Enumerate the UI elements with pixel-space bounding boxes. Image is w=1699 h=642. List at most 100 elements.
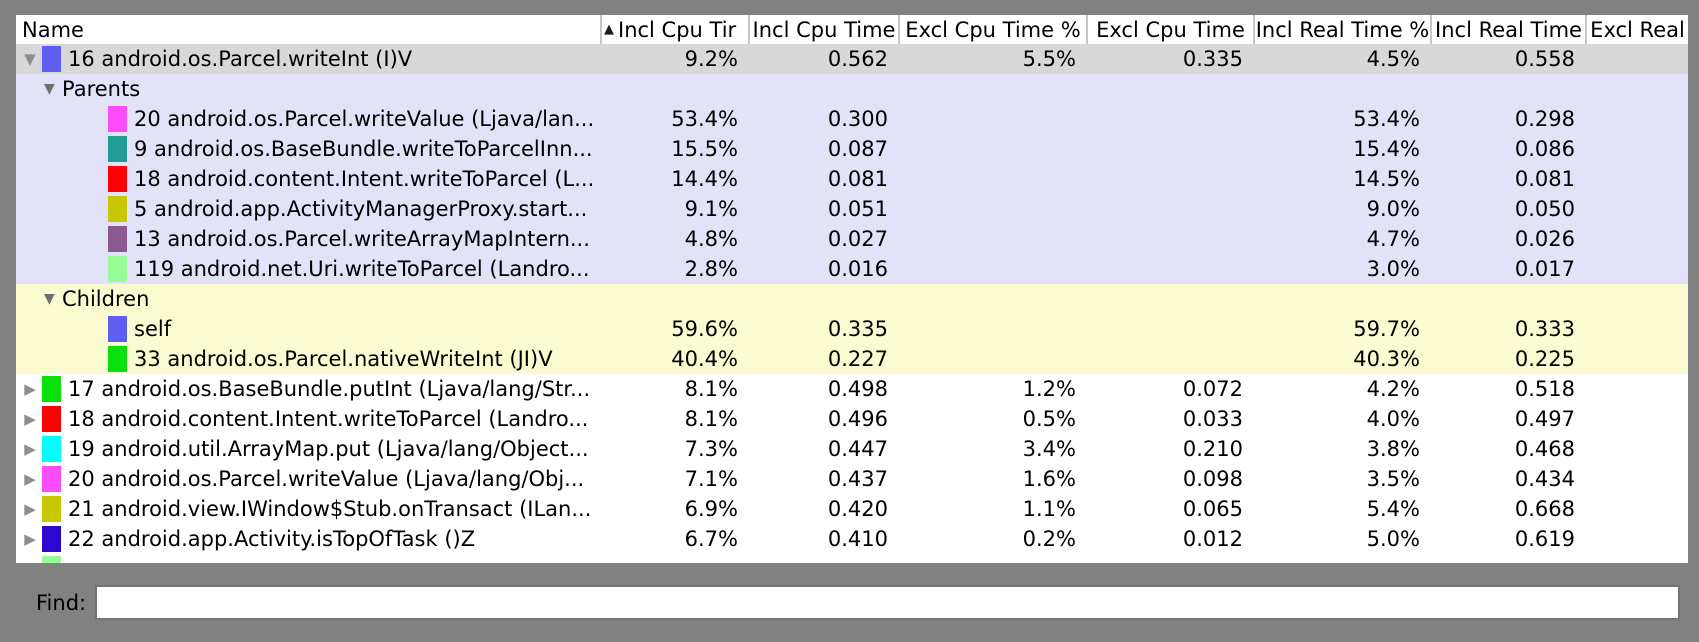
- cell-excl_real_time: [1585, 494, 1688, 524]
- table-row[interactable]: 9 android.os.BaseBundle.writeToParcelInn…: [16, 134, 1688, 164]
- row-name-cell: ▶ 22 android.app.Activity.isTopOfTask ()Z: [16, 524, 600, 554]
- method-color-chip: [42, 466, 61, 492]
- cell-excl_cpu_time_pct: [898, 284, 1086, 314]
- table-row[interactable]: 33 android.os.Parcel.nativeWriteInt (JI)…: [16, 344, 1688, 374]
- table-row[interactable]: ▼ Children: [16, 284, 1688, 314]
- column-header-excl-cpu-time[interactable]: Excl Cpu Time: [1086, 15, 1253, 44]
- expand-triangle-icon[interactable]: ▶: [24, 380, 36, 398]
- column-header-incl-cpu-time[interactable]: Incl Cpu Time: [748, 15, 898, 44]
- cell-incl_cpu_time_pct: 6.9%: [684, 497, 738, 521]
- cell-incl_real_time: 0.558: [1514, 47, 1575, 71]
- row-name-cell: 5 android.app.ActivityManagerProxy.start…: [16, 194, 600, 224]
- table-header: Name ▲ Incl Cpu Tir Incl Cpu Time Excl C…: [16, 15, 1688, 44]
- row-name-cell: ▶ 20 android.os.Parcel.writeValue (Ljava/…: [16, 464, 600, 494]
- cell-incl_real_time_pct: 40.3%: [1353, 347, 1420, 371]
- sort-ascending-icon: ▲: [604, 22, 614, 37]
- collapse-triangle-icon[interactable]: ▼: [44, 291, 55, 307]
- cell-incl_cpu_time_pct: 2.8%: [684, 257, 738, 281]
- cell-incl_real_time: 0.081: [1514, 167, 1575, 191]
- cell-excl_real_time: [1585, 314, 1688, 344]
- method-color-chip: [108, 166, 127, 192]
- method-name: 20 android.os.Parcel.writeValue (Ljava/l…: [68, 467, 585, 491]
- cell-excl_cpu_time_pct: 0.2%: [1022, 527, 1076, 551]
- column-header-incl-real-time[interactable]: Incl Real Time: [1430, 15, 1585, 44]
- row-name-cell: 9 android.os.BaseBundle.writeToParcelInn…: [16, 134, 600, 164]
- cell-excl_cpu_time: 0.033: [1182, 407, 1243, 431]
- cell-excl_real_time: [1585, 134, 1688, 164]
- cell-incl_cpu_time_pct: 7.1%: [684, 467, 738, 491]
- cell-incl_real_time_pct: 4.7%: [1366, 227, 1420, 251]
- cell-excl_cpu_time_pct: 5.5%: [1022, 47, 1076, 71]
- cell-incl_cpu_time: [748, 74, 898, 104]
- cell-incl_cpu_time_pct: 40.4%: [671, 347, 738, 371]
- cell-incl_cpu_time: 0.335: [827, 317, 888, 341]
- cell-excl_cpu_time: 0.072: [1182, 377, 1243, 401]
- cell-incl_cpu_time: 0.051: [827, 197, 888, 221]
- table-row[interactable]: [16, 554, 1688, 563]
- table-row[interactable]: 119 android.net.Uri.writeToParcel (Landr…: [16, 254, 1688, 284]
- expand-triangle-icon[interactable]: ▶: [24, 530, 36, 548]
- cell-excl_real_time: [1585, 74, 1688, 104]
- expand-triangle-icon[interactable]: ▶: [24, 470, 36, 488]
- row-name-cell: ▼ Children: [16, 284, 600, 314]
- table-row[interactable]: self 59.6% 0.335 59.7% 0.333: [16, 314, 1688, 344]
- cell-incl_real_time: [1430, 74, 1585, 104]
- cell-incl_real_time_pct: 3.8%: [1366, 437, 1420, 461]
- collapse-triangle-icon[interactable]: ▼: [44, 81, 55, 97]
- cell-incl_cpu_time_pct: [600, 554, 748, 563]
- table-row[interactable]: ▶ 17 android.os.BaseBundle.putInt (Ljava/…: [16, 374, 1688, 404]
- row-name-cell: ▼ 16 android.os.Parcel.writeInt (I)V: [16, 44, 600, 74]
- cell-incl_real_time: 0.050: [1514, 197, 1575, 221]
- table-row[interactable]: 5 android.app.ActivityManagerProxy.start…: [16, 194, 1688, 224]
- column-header-excl-cpu-time-pct[interactable]: Excl Cpu Time %: [898, 15, 1086, 44]
- cell-excl_cpu_time_pct: [898, 344, 1086, 374]
- cell-excl_cpu_time: [1086, 344, 1253, 374]
- column-header-name[interactable]: Name: [22, 17, 84, 42]
- table-row[interactable]: ▶ 18 android.content.Intent.writeToParcel…: [16, 404, 1688, 434]
- table-row[interactable]: 13 android.os.Parcel.writeArrayMapIntern…: [16, 224, 1688, 254]
- cell-incl_cpu_time_pct: 6.7%: [684, 527, 738, 551]
- row-name-cell: 33 android.os.Parcel.nativeWriteInt (JI)…: [16, 344, 600, 374]
- method-color-chip: [42, 376, 61, 402]
- method-color-chip: [108, 256, 127, 282]
- expand-triangle-icon[interactable]: ▶: [24, 440, 36, 458]
- cell-excl_real_time: [1585, 404, 1688, 434]
- cell-incl_real_time: 0.333: [1514, 317, 1575, 341]
- table-row[interactable]: 20 android.os.Parcel.writeValue (Ljava/l…: [16, 104, 1688, 134]
- cell-excl_real_time: [1585, 554, 1688, 563]
- cell-incl_cpu_time_pct: [600, 74, 748, 104]
- table-row[interactable]: ▶ 21 android.view.IWindow$Stub.onTransact…: [16, 494, 1688, 524]
- column-header-incl-cpu-time-pct[interactable]: ▲ Incl Cpu Tir: [600, 15, 748, 44]
- row-name-cell: ▶ 21 android.view.IWindow$Stub.onTransact…: [16, 494, 600, 524]
- column-header-incl-real-time-pct[interactable]: Incl Real Time %: [1253, 15, 1430, 44]
- table-row[interactable]: ▶ 20 android.os.Parcel.writeValue (Ljava/…: [16, 464, 1688, 494]
- cell-excl_real_time: [1585, 164, 1688, 194]
- table-row[interactable]: ▼ 16 android.os.Parcel.writeInt (I)V 9.2% 0…: [16, 44, 1688, 74]
- row-name-cell: ▶ 19 android.util.ArrayMap.put (Ljava/lan…: [16, 434, 600, 464]
- table-row[interactable]: ▼ Parents: [16, 74, 1688, 104]
- table-body: ▼ 16 android.os.Parcel.writeInt (I)V 9.2% 0…: [16, 44, 1688, 563]
- method-color-chip: [42, 556, 61, 563]
- expand-triangle-icon[interactable]: ▶: [24, 410, 36, 428]
- cell-incl_cpu_time: 0.420: [827, 497, 888, 521]
- row-name-cell: self: [16, 314, 600, 344]
- cell-incl_cpu_time: 0.562: [827, 47, 888, 71]
- cell-excl_cpu_time_pct: [898, 224, 1086, 254]
- cell-incl_real_time: 0.619: [1514, 527, 1575, 551]
- collapse-triangle-icon[interactable]: ▼: [24, 50, 36, 68]
- find-input[interactable]: [95, 585, 1680, 620]
- method-name: 16 android.os.Parcel.writeInt (I)V: [68, 47, 413, 71]
- column-header-excl-real-time[interactable]: Excl Real: [1585, 15, 1688, 44]
- table-row[interactable]: 18 android.content.Intent.writeToParcel …: [16, 164, 1688, 194]
- cell-incl_real_time: 0.017: [1514, 257, 1575, 281]
- cell-incl_real_time: 0.518: [1514, 377, 1575, 401]
- table-row[interactable]: ▶ 22 android.app.Activity.isTopOfTask ()Z…: [16, 524, 1688, 554]
- cell-excl_real_time: [1585, 254, 1688, 284]
- cell-incl_real_time_pct: [1253, 74, 1430, 104]
- cell-excl_real_time: [1585, 194, 1688, 224]
- cell-excl_cpu_time: [1086, 194, 1253, 224]
- expand-triangle-icon[interactable]: ▶: [24, 500, 36, 518]
- table-row[interactable]: ▶ 19 android.util.ArrayMap.put (Ljava/lan…: [16, 434, 1688, 464]
- cell-incl_cpu_time: [748, 284, 898, 314]
